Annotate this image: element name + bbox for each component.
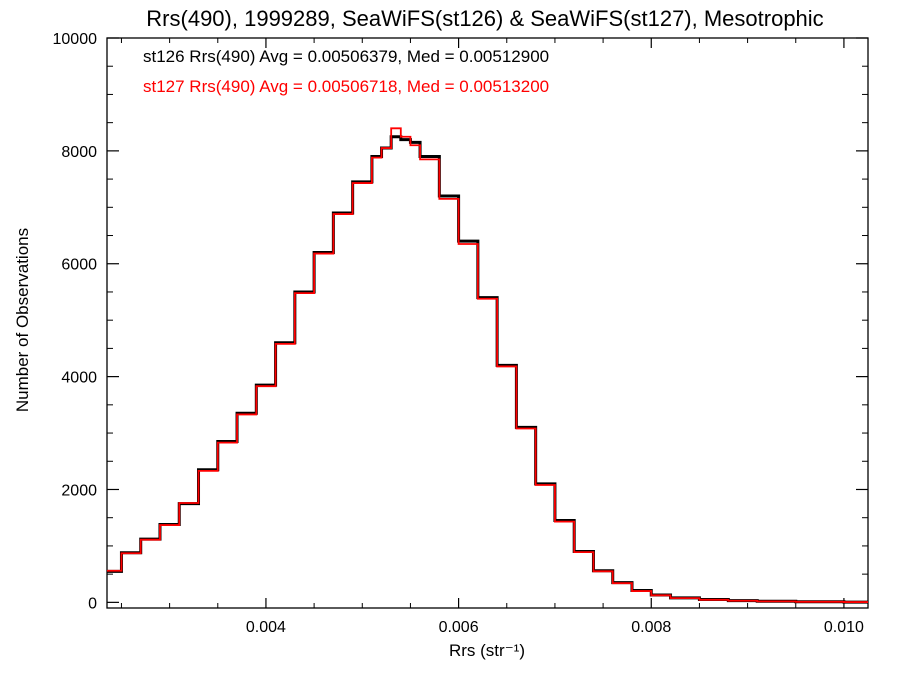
x-tick-label: 0.008 xyxy=(631,619,671,636)
plot-frame xyxy=(106,37,869,609)
y-tick-label: 8000 xyxy=(61,144,97,161)
axis-ticks: 0.004 0.006 0.008 0.010 0 2000 4000 6000 8000 100… xyxy=(53,31,868,636)
y-tick-label: 6000 xyxy=(61,257,97,274)
annotation-st126: st126 Rrs(490) Avg = 0.00506379, Med = 0… xyxy=(143,47,549,66)
chart-title: Rrs(490), 1999289, SeaWiFS(st126) & SeaW… xyxy=(146,6,823,31)
x-tick-label: 0.006 xyxy=(439,619,479,636)
annotation-st127: st127 Rrs(490) Avg = 0.00506718, Med = 0… xyxy=(143,77,549,96)
y-tick-label: 4000 xyxy=(61,370,97,387)
y-tick-label: 10000 xyxy=(53,31,98,48)
x-axis-label: Rrs (str⁻¹) xyxy=(449,641,525,660)
y-tick-label: 2000 xyxy=(61,482,97,499)
series-group xyxy=(107,127,868,604)
y-tick-label: 0 xyxy=(88,595,97,612)
x-tick-label: 0.010 xyxy=(824,619,864,636)
x-tick-label: 0.004 xyxy=(246,619,286,636)
series-st126-line xyxy=(107,135,868,604)
y-axis-label: Number of Observations xyxy=(13,228,32,412)
series-st127-line xyxy=(107,127,868,603)
